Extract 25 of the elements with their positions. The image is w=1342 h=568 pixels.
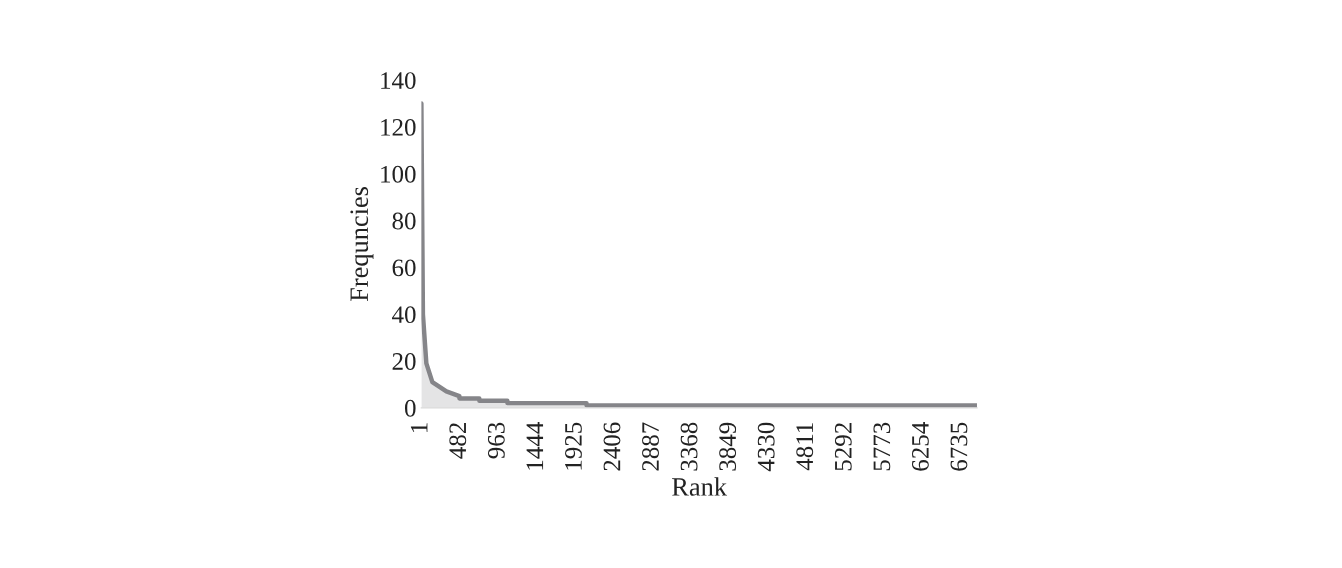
x-tick-label: 6735 (950, 422, 968, 471)
x-tick-label: 2887 (642, 422, 659, 471)
y-tick-label: 60 (392, 259, 416, 277)
x-tick-label: 5773 (873, 422, 891, 471)
x-tick-label: 1925 (565, 422, 582, 470)
x-tick-label: 482 (449, 423, 467, 459)
y-tick-label: 40 (392, 306, 416, 324)
y-tick-label: 120 (381, 118, 416, 136)
y-tick-label: 0 (404, 399, 416, 417)
x-tick-label: 2406 (603, 422, 621, 471)
x-tick-label: 1444 (526, 422, 544, 470)
y-tick-label: 20 (392, 353, 416, 370)
x-tick-label: 963 (487, 422, 505, 459)
y-tick-label: 100 (381, 165, 416, 183)
y-tick-label: 140 (381, 72, 416, 90)
x-tick-label: 4811 (796, 423, 814, 471)
y-tick-label: 80 (392, 212, 416, 230)
x-tick-label: 3849 (719, 422, 737, 471)
y-axis-title: Frequncies (350, 187, 374, 302)
x-tick-label: 1 (410, 423, 428, 433)
x-tick-label: 4330 (757, 422, 775, 472)
x-axis-title: Rank (672, 477, 728, 496)
x-tick-label: 5292 (834, 423, 852, 471)
x-tick-label: 6254 (912, 422, 929, 471)
x-tick-label: 3368 (680, 422, 698, 471)
